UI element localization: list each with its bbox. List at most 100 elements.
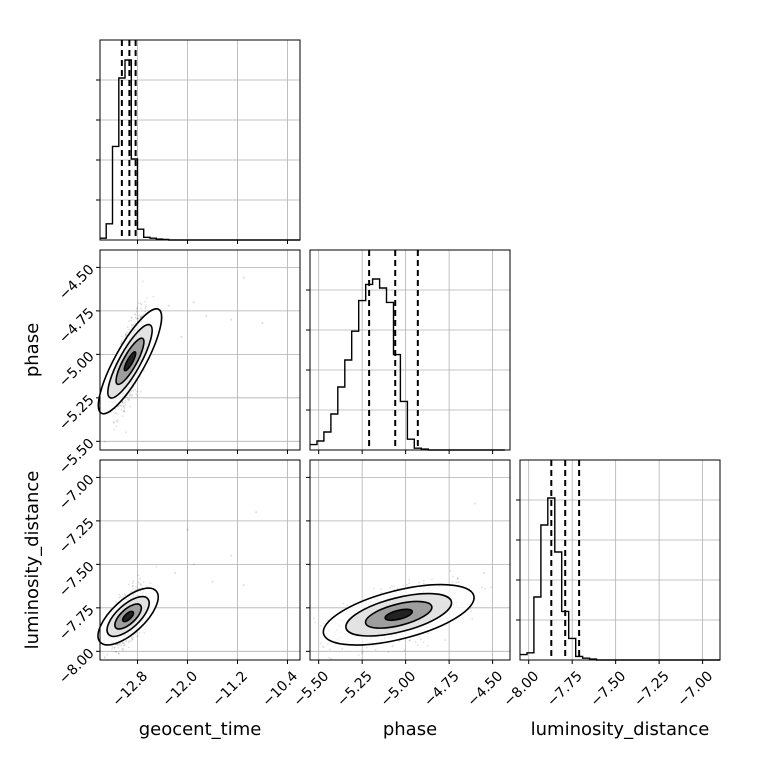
sample-point xyxy=(414,640,417,643)
sample-point xyxy=(131,638,134,641)
sample-point xyxy=(455,581,458,584)
y-axis-label: luminosity_distance xyxy=(22,471,43,650)
sample-point xyxy=(142,280,144,283)
sample-point xyxy=(137,317,139,320)
sample-point xyxy=(140,303,143,306)
sample-point xyxy=(422,582,425,585)
sample-point xyxy=(391,585,393,587)
sample-point xyxy=(380,591,383,594)
sample-point xyxy=(123,644,125,647)
sample-point xyxy=(416,644,419,647)
sample-point xyxy=(481,586,484,589)
sample-point xyxy=(132,587,134,590)
sample-point xyxy=(130,316,133,318)
density-contour-4 xyxy=(121,610,135,623)
sample-point xyxy=(140,307,143,310)
sample-point xyxy=(122,402,125,405)
sample-point xyxy=(103,656,106,658)
sample-point xyxy=(490,586,492,589)
sample-point xyxy=(422,579,425,582)
x-tick-label: −7.25 xyxy=(631,668,673,710)
y-tick-label: −4.50 xyxy=(56,262,98,304)
sample-point xyxy=(137,302,140,305)
sample-point xyxy=(118,644,121,646)
sample-point xyxy=(137,574,140,577)
sample-point xyxy=(139,577,141,580)
sample-point xyxy=(139,583,142,586)
sample-point xyxy=(371,644,374,647)
sample-point xyxy=(119,404,122,407)
sample-point xyxy=(444,639,447,642)
sample-point xyxy=(111,645,114,648)
sample-point xyxy=(131,638,134,640)
x-tick-label: −8.00 xyxy=(501,668,543,710)
sample-point xyxy=(362,650,364,653)
sample-point xyxy=(129,392,132,395)
sample-point xyxy=(124,400,127,402)
sample-point xyxy=(127,583,130,586)
sample-point xyxy=(121,642,124,644)
sample-point xyxy=(116,420,119,423)
sample-point xyxy=(398,640,401,643)
sample-point xyxy=(342,602,345,605)
sample-point xyxy=(242,584,245,587)
sample-point xyxy=(230,318,233,321)
sample-point xyxy=(131,323,133,326)
sample-point xyxy=(132,580,135,583)
sample-point xyxy=(128,398,131,401)
sample-point xyxy=(123,409,125,412)
sample-point xyxy=(419,638,422,641)
sample-point xyxy=(115,425,118,428)
sample-point xyxy=(122,405,125,407)
sample-point xyxy=(116,643,119,646)
sample-point xyxy=(470,610,472,612)
sample-point xyxy=(483,588,486,590)
sample-point xyxy=(211,580,214,583)
sample-point xyxy=(116,644,119,647)
sample-point xyxy=(129,394,132,397)
sample-point xyxy=(113,646,116,649)
panel-frame xyxy=(309,249,511,451)
sample-point xyxy=(173,571,177,575)
sample-point xyxy=(146,297,148,299)
x-tick-label: −12.8 xyxy=(109,668,151,710)
sample-point xyxy=(140,584,142,586)
sample-point xyxy=(471,617,474,620)
sample-point xyxy=(118,652,120,655)
sample-point xyxy=(133,313,136,316)
x-tick-label: −12.0 xyxy=(159,668,201,710)
sample-point xyxy=(122,649,124,651)
y-tick-label: −5.25 xyxy=(56,392,98,434)
sample-point xyxy=(136,390,139,393)
sample-point xyxy=(314,621,316,624)
sample-point xyxy=(116,419,119,421)
sample-point xyxy=(131,590,134,593)
sample-point xyxy=(357,654,360,656)
sample-point xyxy=(119,342,122,345)
sample-point xyxy=(393,585,396,588)
sample-point xyxy=(389,587,392,589)
sample-point xyxy=(127,646,130,649)
sample-point xyxy=(152,295,155,298)
sample-point xyxy=(120,408,123,411)
sample-point xyxy=(374,648,377,651)
sample-point xyxy=(427,632,429,635)
sample-point xyxy=(322,622,325,625)
sample-point xyxy=(431,578,433,581)
sample-point xyxy=(408,639,410,642)
sample-point xyxy=(113,646,116,649)
sample-point xyxy=(136,635,139,638)
sample-point xyxy=(136,394,139,397)
sample-point xyxy=(118,596,121,599)
sample-point xyxy=(135,393,138,396)
sample-point xyxy=(186,528,189,531)
x-axis-label: luminosity_distance xyxy=(531,719,710,740)
sample-point xyxy=(132,585,134,587)
sample-point xyxy=(422,641,425,644)
sample-point xyxy=(391,646,394,648)
sample-point xyxy=(321,645,324,648)
x-tick-label: −11.2 xyxy=(209,668,251,710)
sample-point xyxy=(122,410,125,412)
sample-point xyxy=(114,412,117,414)
sample-point xyxy=(131,582,134,585)
